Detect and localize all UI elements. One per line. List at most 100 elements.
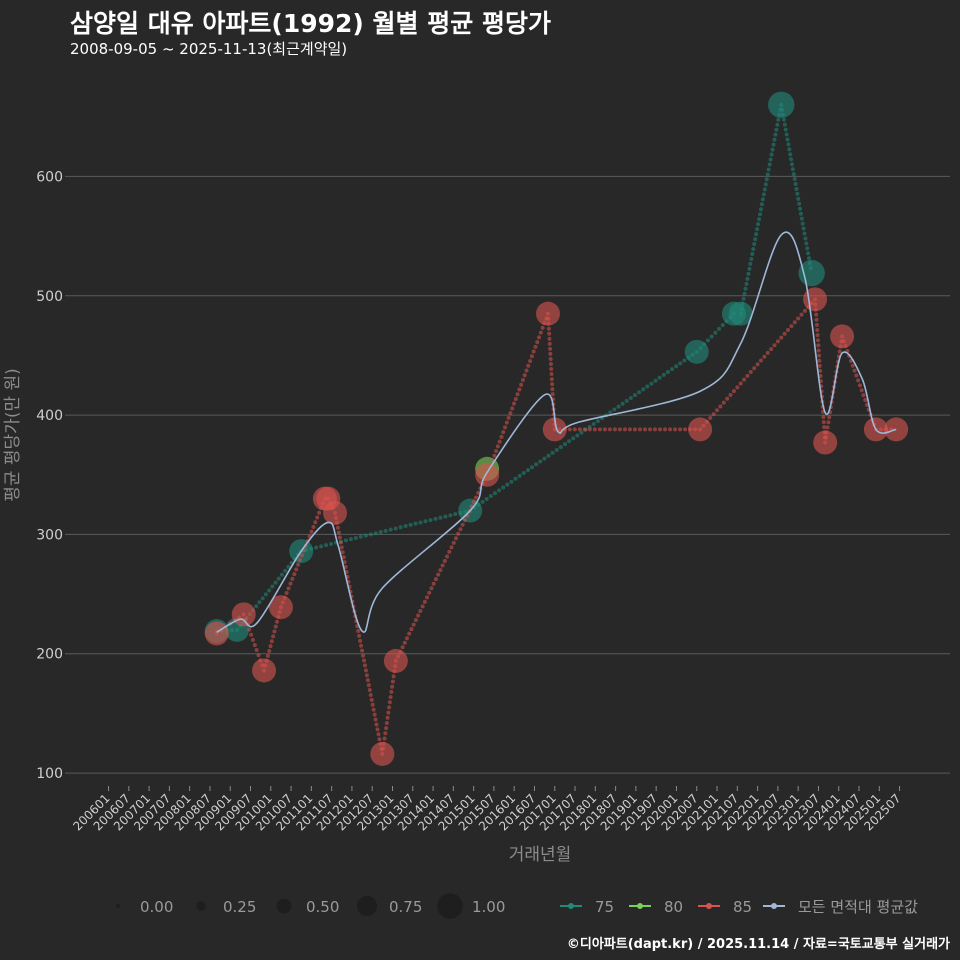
trend-dot xyxy=(852,368,857,373)
trend-dot xyxy=(361,658,366,663)
trend-dot xyxy=(802,231,807,236)
trend-dot xyxy=(763,182,768,187)
trend-dot xyxy=(744,281,749,286)
trend-dot xyxy=(803,236,808,241)
trend-dot xyxy=(647,427,652,432)
trend-dot xyxy=(429,586,434,591)
trend-dot xyxy=(476,490,481,495)
trend-dot xyxy=(356,628,361,633)
trend-dot xyxy=(745,373,750,378)
trend-dot xyxy=(797,201,802,206)
trend-dot xyxy=(711,412,716,417)
trend-dot xyxy=(720,323,725,328)
trend-dot xyxy=(649,381,654,386)
trend-dot xyxy=(854,373,859,378)
trend-dot xyxy=(772,137,777,142)
trend-dot xyxy=(309,529,314,534)
trend-dot xyxy=(548,346,553,351)
trend-dot xyxy=(391,674,396,679)
trend-dot xyxy=(673,427,678,432)
trend-dot xyxy=(721,400,726,405)
trend-dot xyxy=(815,328,820,333)
trend-dot xyxy=(772,343,777,348)
trend-dot xyxy=(362,663,367,668)
trend-dot xyxy=(622,427,627,432)
trend-dot xyxy=(751,247,756,252)
trend-dot xyxy=(863,398,868,403)
trend-dot xyxy=(336,530,341,535)
trend-dot xyxy=(735,385,740,390)
trend-dot xyxy=(789,324,794,329)
trend-dot xyxy=(442,559,447,564)
trend-dot xyxy=(511,401,516,406)
trend-dot xyxy=(254,604,259,609)
trend-dot xyxy=(755,362,760,367)
trend-dot xyxy=(298,557,303,562)
trend-dot xyxy=(562,442,567,447)
legend-series-label: 80 xyxy=(664,898,683,916)
series-average xyxy=(216,231,897,633)
trend-dot xyxy=(384,720,389,725)
trend-dot xyxy=(798,211,803,216)
average-line xyxy=(216,231,897,633)
trend-dot xyxy=(747,266,752,271)
trend-dot xyxy=(755,227,760,232)
data-point xyxy=(252,658,277,683)
trend-dot xyxy=(257,600,262,605)
trend-dot xyxy=(531,349,536,354)
legend-series-marker xyxy=(568,903,574,909)
trend-dot xyxy=(806,256,811,261)
trend-dot xyxy=(745,276,750,281)
trend-dot xyxy=(665,370,670,375)
trend-dot xyxy=(748,261,753,266)
trend-dot xyxy=(546,326,551,331)
trend-dot xyxy=(311,524,316,529)
footer-credit: ©디아파트(dapt.kr) / 2025.11.14 / 자료=국토교통부 실… xyxy=(566,937,950,952)
trend-dot xyxy=(591,421,596,426)
trend-dot xyxy=(547,336,552,341)
trend-dot xyxy=(765,172,770,177)
trend-dot xyxy=(725,396,730,401)
trend-dot xyxy=(367,688,372,693)
trend-dot xyxy=(423,519,428,524)
legend-size-circle xyxy=(437,893,463,919)
trend-dot xyxy=(408,522,413,527)
trend-dot xyxy=(678,427,683,432)
legend: 0.00 0.25 0.50 0.75 1.00 75 80 85 모든 면적대 평균값 xyxy=(116,893,918,919)
trend-dot xyxy=(294,567,299,572)
trend-dot xyxy=(357,633,362,638)
trend-dot xyxy=(794,186,799,191)
legend-series-marker xyxy=(637,903,643,909)
trend-dot xyxy=(548,356,553,361)
trend-dot xyxy=(425,595,430,600)
trend-dot xyxy=(800,221,805,226)
trend-dot xyxy=(250,637,255,642)
y-tick-label: 300 xyxy=(36,527,63,543)
chart-title: 삼양일 대유 아파트(1992) 월별 평균 평당가 xyxy=(70,9,551,38)
trend-dot xyxy=(418,608,423,613)
trend-dot xyxy=(816,348,821,353)
trend-dot xyxy=(389,689,394,694)
y-tick-label: 400 xyxy=(36,408,63,424)
trend-dot xyxy=(762,187,767,192)
data-point xyxy=(798,259,825,287)
trend-dot xyxy=(787,147,792,152)
trend-dot xyxy=(754,232,759,237)
trend-dot xyxy=(670,367,675,372)
trend-dot xyxy=(501,485,506,490)
trend-dot xyxy=(319,544,324,549)
trend-dot xyxy=(682,358,687,363)
trend-dot xyxy=(806,251,811,256)
trend-dot xyxy=(506,415,511,420)
trend-dot xyxy=(286,586,291,591)
trend-dot xyxy=(550,450,555,455)
trend-dot xyxy=(525,468,530,473)
trend-dot xyxy=(460,522,465,527)
trend-dot xyxy=(817,353,822,358)
trend-dot xyxy=(637,427,642,432)
series-layer xyxy=(204,91,909,766)
trend-dot xyxy=(547,331,552,336)
trend-dot xyxy=(789,157,794,162)
trend-dot xyxy=(742,291,747,296)
